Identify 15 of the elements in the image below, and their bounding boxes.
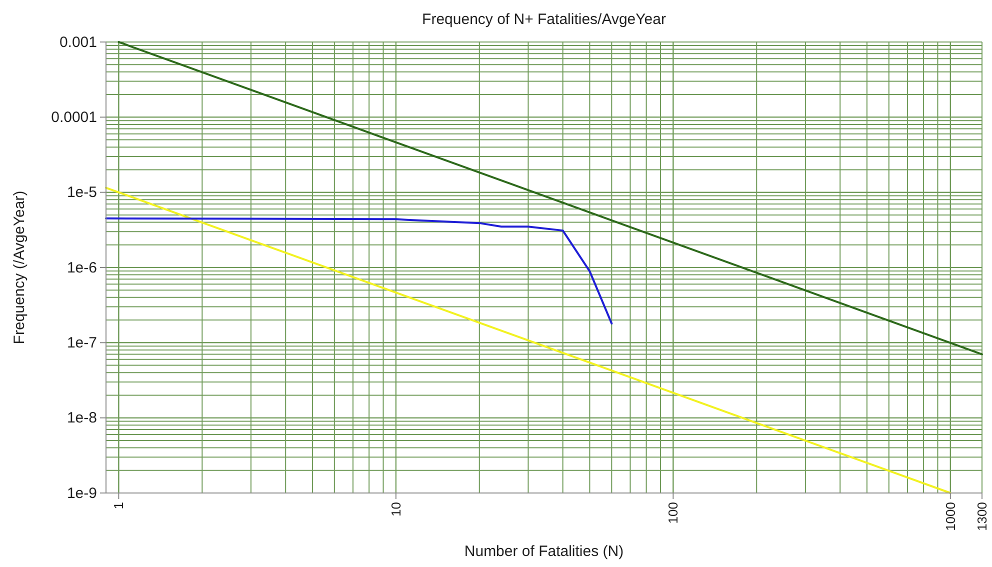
x-tick-label: 1000 bbox=[942, 502, 958, 531]
y-tick-label: 1e-5 bbox=[66, 184, 97, 202]
y-tick-label: 1e-7 bbox=[66, 334, 97, 352]
y-tick-label: 0.001 bbox=[59, 34, 97, 51]
y-tick-label: 1e-8 bbox=[66, 410, 97, 427]
x-axis-title: Number of Fatalities (N) bbox=[464, 543, 624, 560]
x-tick-label: 1300 bbox=[974, 502, 990, 531]
x-tick-label: 10 bbox=[388, 502, 404, 516]
x-tick-label: 100 bbox=[666, 502, 681, 524]
y-tick-label: 0.0001 bbox=[51, 108, 97, 126]
y-tick-label: 1e-6 bbox=[66, 259, 97, 276]
y-axis-title: Frequency (/AvgeYear) bbox=[11, 190, 28, 344]
chart-title: Frequency of N+ Fatalities/AvgeYear bbox=[422, 11, 666, 28]
x-tick-label: 1 bbox=[111, 502, 126, 510]
y-tick-label: 1e-9 bbox=[66, 484, 97, 502]
